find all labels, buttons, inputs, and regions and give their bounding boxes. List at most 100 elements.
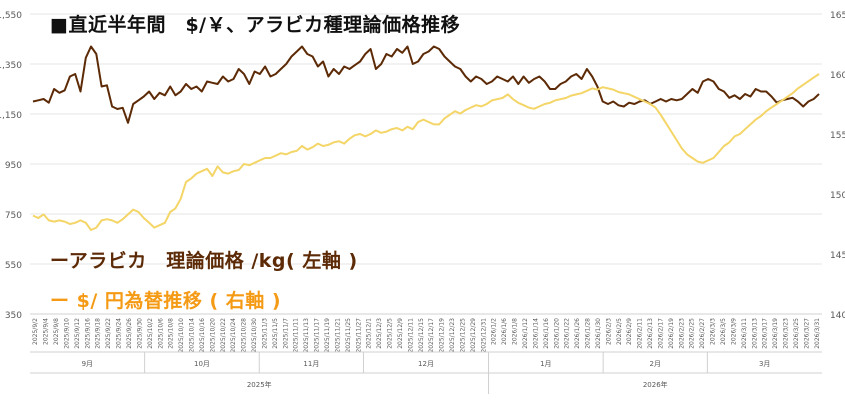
x-tick-label: 2025/10/30 xyxy=(251,318,258,353)
x-tick-label: 2025/12/11 xyxy=(407,318,414,353)
x-tick-label: 2026/1/30 xyxy=(595,318,602,349)
x-tick-label: 2025/12/15 xyxy=(418,318,425,353)
x-tick-label: 2026/1/26 xyxy=(574,318,581,349)
x-tick-label: 2026/2/27 xyxy=(699,318,706,349)
left-tick-label: 1,150 xyxy=(0,111,22,121)
x-tick-label: 2025/12/23 xyxy=(449,318,456,353)
x-tick-label: 2025/10/8 xyxy=(168,318,175,349)
x-tick-label: 2025/10/10 xyxy=(178,318,185,353)
x-tick-label: 2025/12/1 xyxy=(366,318,373,349)
x-tick-label: 2026/1/6 xyxy=(501,318,508,345)
x-tick-label: 2025/11/3 xyxy=(261,318,268,349)
x-tick-label: 2025/10/22 xyxy=(220,318,227,353)
x-tick-label: 2025/11/27 xyxy=(355,318,362,353)
x-tick-label: 2025/9/16 xyxy=(84,318,91,349)
x-tick-label: 2025/11/19 xyxy=(324,318,331,353)
left-tick-label: 550 xyxy=(5,261,22,271)
x-tick-label: 2025/9/2 xyxy=(32,318,39,345)
x-tick-label: 2025/9/8 xyxy=(53,318,60,345)
year-label: 2025年 xyxy=(247,380,272,389)
right-tick-label: 160 xyxy=(830,71,845,81)
x-tick-label: 2026/1/12 xyxy=(522,318,529,349)
x-tick-label: 2026/1/16 xyxy=(543,318,550,349)
x-tick-label: 2026/1/22 xyxy=(564,318,571,349)
right-tick-label: 150 xyxy=(830,191,845,201)
x-tick-label: 2026/3/11 xyxy=(741,318,748,349)
x-tick-label: 2025/9/4 xyxy=(43,318,50,345)
x-tick-label: 2026/1/20 xyxy=(553,318,560,349)
x-tick-label: 2026/2/11 xyxy=(637,318,644,349)
x-tick-label: 2026/3/25 xyxy=(793,318,800,349)
x-tick-label: 2026/2/23 xyxy=(678,318,685,349)
x-tick-label: 2026/3/27 xyxy=(803,318,810,349)
x-tick-label: 2025/11/13 xyxy=(303,318,310,353)
x-tick-label: 2025/11/7 xyxy=(282,318,289,349)
month-label: 11月 xyxy=(303,360,319,368)
x-tick-label: 2025/11/5 xyxy=(272,318,279,349)
x-tick-label: 2026/2/5 xyxy=(616,318,623,345)
legend-fx: ー $/ 円為替推移 ( 右軸 ) xyxy=(50,290,282,312)
x-tick-label: 2026/2/19 xyxy=(668,318,675,349)
x-tick-label: 2025/12/19 xyxy=(439,318,446,353)
x-tick-label: 2025/9/10 xyxy=(63,318,70,349)
series-line-arabica xyxy=(32,45,820,124)
x-tick-label: 2026/2/13 xyxy=(647,318,654,349)
series-line-fx xyxy=(32,73,820,231)
x-tick-label: 2025/9/18 xyxy=(95,318,102,349)
x-tick-label: 2025/10/28 xyxy=(241,318,248,353)
x-tick-label: 2026/3/23 xyxy=(783,318,790,349)
x-tick-label: 2026/1/28 xyxy=(585,318,592,349)
x-tick-label: 2025/11/21 xyxy=(334,318,341,353)
month-label: 9月 xyxy=(82,360,93,368)
left-tick-label: 950 xyxy=(5,161,22,171)
x-tick-label: 2025/12/29 xyxy=(470,318,477,353)
right-tick-label: 155 xyxy=(830,131,845,141)
x-tick-label: 2025/9/22 xyxy=(105,318,112,349)
x-tick-label: 2025/9/24 xyxy=(116,318,123,349)
right-tick-label: 145 xyxy=(830,251,845,261)
right-tick-label: 165 xyxy=(830,11,845,21)
x-tick-label: 2026/2/9 xyxy=(626,318,633,345)
x-tick-label: 2025/9/12 xyxy=(74,318,81,349)
x-tick-label: 2025/10/24 xyxy=(230,318,237,353)
x-tick-label: 2026/3/17 xyxy=(762,318,769,349)
x-tick-label: 2026/1/2 xyxy=(491,318,498,345)
x-tick-label: 2025/11/11 xyxy=(293,318,300,353)
year-label: 2026年 xyxy=(643,380,668,389)
x-tick-label: 2025/10/6 xyxy=(157,318,164,349)
x-tick-label: 2025/9/26 xyxy=(126,318,133,349)
right-tick-label: 140 xyxy=(830,311,845,321)
month-label: 3月 xyxy=(759,360,770,368)
x-tick-label: 2025/11/17 xyxy=(314,318,321,353)
x-tick-label: 2026/3/13 xyxy=(751,318,758,349)
left-tick-label: 1,350 xyxy=(0,61,22,71)
left-tick-label: 750 xyxy=(5,211,22,221)
x-tick-label: 2026/2/3 xyxy=(605,318,612,345)
x-tick-label: 2025/10/2 xyxy=(147,318,154,349)
chart-title: ■直近半年間 $/￥、アラビカ種理論価格推移 xyxy=(50,14,461,36)
x-tick-label: 2025/9/30 xyxy=(136,318,143,349)
legend-arabica: ーアラビカ 理論価格 /kg( 左軸 ) xyxy=(50,250,358,272)
x-tick-label: 2026/3/31 xyxy=(814,318,821,349)
month-label: 2月 xyxy=(650,360,661,368)
x-tick-label: 2026/1/8 xyxy=(512,318,519,345)
month-label: 10月 xyxy=(194,360,210,368)
x-tick-label: 2025/10/20 xyxy=(209,318,216,353)
x-tick-label: 2026/1/14 xyxy=(532,318,539,349)
x-tick-label: 2025/12/5 xyxy=(387,318,394,349)
x-tick-label: 2025/12/31 xyxy=(480,318,487,353)
x-tick-label: 2026/3/3 xyxy=(710,318,717,345)
left-tick-label: 350 xyxy=(5,311,22,321)
x-tick-label: 2025/10/16 xyxy=(199,318,206,353)
x-tick-label: 2025/12/25 xyxy=(459,318,466,353)
month-label: 12月 xyxy=(418,360,434,368)
x-tick-label: 2026/3/19 xyxy=(772,318,779,349)
x-tick-label: 2026/2/25 xyxy=(689,318,696,349)
x-tick-label: 2025/11/25 xyxy=(345,318,352,353)
month-label: 1月 xyxy=(540,360,551,368)
x-tick-label: 2026/3/5 xyxy=(720,318,727,345)
x-tick-label: 2025/12/9 xyxy=(397,318,404,349)
x-tick-label: 2025/10/14 xyxy=(189,318,196,353)
x-tick-label: 2025/12/17 xyxy=(428,318,435,353)
